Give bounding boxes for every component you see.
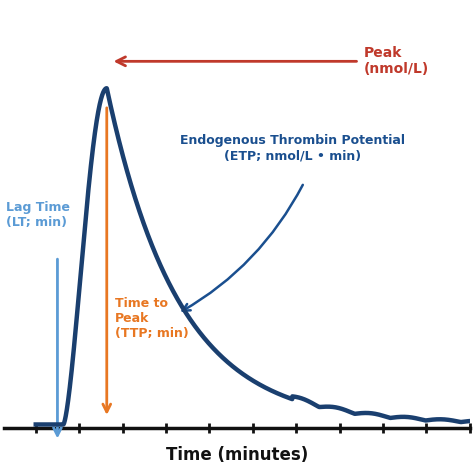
X-axis label: Time (minutes): Time (minutes) [166,446,308,464]
Text: Lag Time
(LT; min): Lag Time (LT; min) [6,201,70,229]
Text: Endogenous Thrombin Potential
(ETP; nmol/L • min): Endogenous Thrombin Potential (ETP; nmol… [180,134,405,162]
Text: Peak
(nmol/L): Peak (nmol/L) [363,46,428,76]
Text: Time to
Peak
(TTP; min): Time to Peak (TTP; min) [115,297,188,340]
